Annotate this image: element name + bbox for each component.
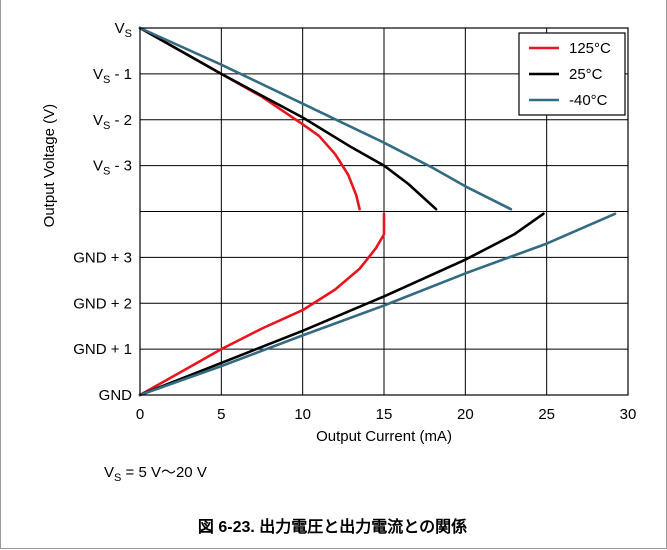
series-line-high	[138, 26, 438, 211]
output-voltage-vs-current-chart: 0 5 10 15 20 25 30 VS VS - 1 VS - 2 VS - 3 GND + 3…	[41, 20, 637, 445]
x-tick-label: 25	[538, 406, 555, 423]
x-tick-labels: 0 5 10 15 20 25 30	[136, 406, 637, 423]
series-line-high	[138, 26, 513, 211]
y-tick-labels: VS VS - 1 VS - 2 VS - 3 GND + 3 GND + 2 GND + …	[73, 20, 132, 404]
plot-border	[139, 27, 629, 396]
legend-entry: 125°C	[569, 40, 611, 57]
x-tick-label: 30	[620, 406, 637, 423]
y-tick-label: VS - 3	[93, 158, 132, 178]
y-tick-label: VS	[115, 20, 132, 40]
y-tick-label: VS - 2	[93, 112, 132, 132]
figure-caption: 図 6-23. 出力電圧と出力電流との関係	[197, 519, 468, 536]
y-tick-label: VS - 1	[93, 66, 132, 86]
x-tick-label: 20	[457, 406, 474, 423]
x-tick-label: 0	[136, 406, 144, 423]
y-tick-label: GND + 1	[73, 341, 132, 358]
y-tick-label: GND + 3	[73, 249, 132, 266]
y-tick-label: GND + 2	[73, 295, 132, 312]
series-line-low	[138, 212, 617, 397]
legend: 125°C 25°C -40°C	[518, 32, 626, 116]
y-tick-label: GND	[99, 387, 133, 404]
x-tick-label: 15	[376, 406, 393, 423]
series-line-high	[138, 26, 361, 211]
series-line-low	[138, 212, 386, 397]
x-tick-label: 10	[294, 406, 311, 423]
x-axis-label: Output Current (mA)	[316, 428, 452, 445]
legend-entry: -40°C	[569, 92, 608, 109]
supply-note: VS = 5 V～20 V	[104, 464, 207, 484]
series-layer	[138, 26, 617, 397]
x-tick-label: 5	[217, 406, 225, 423]
series-line-low	[138, 212, 545, 397]
y-axis-label: Output Voltage (V)	[41, 104, 58, 227]
legend-entry: 25°C	[569, 66, 603, 83]
